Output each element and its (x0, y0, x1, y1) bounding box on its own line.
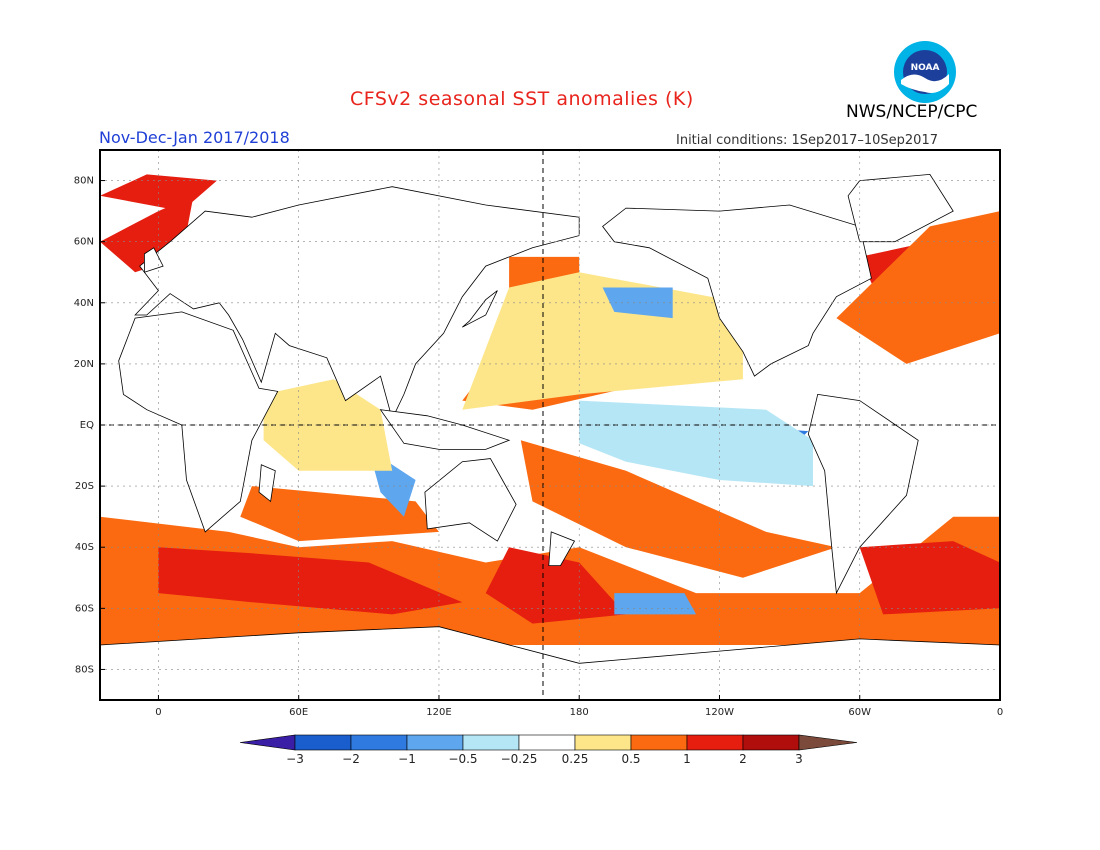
land-mass (548, 531, 576, 566)
land-mass (462, 290, 498, 328)
lat-tick-label: 60N (74, 237, 94, 248)
colorbar-segment (350, 734, 408, 751)
land-mass (602, 204, 872, 377)
land-mass (847, 173, 954, 243)
colorbar-label: 0.25 (562, 752, 589, 766)
chart-title: CFSv2 seasonal SST anomalies (K) (350, 88, 694, 110)
colorbar-segment (574, 734, 632, 751)
colorbar-label: −0.25 (501, 752, 538, 766)
colorbar-segment (518, 734, 576, 751)
colorbar-label: −1 (398, 752, 416, 766)
colorbar-label: 0.5 (621, 752, 640, 766)
colorbar-segment (630, 734, 688, 751)
anomaly-patch (520, 440, 837, 578)
forecast-period: Nov-Dec-Jan 2017/2018 (99, 128, 290, 147)
lat-tick-label: 20S (75, 481, 94, 492)
colorbar-label: −3 (286, 752, 304, 766)
anomaly-patch (614, 593, 697, 615)
colorbar-label: −2 (342, 752, 360, 766)
lon-tick-label: 180 (570, 707, 589, 718)
colorbar-low-arrow (239, 734, 296, 751)
anomaly-patch (158, 547, 463, 615)
anomaly-patch (462, 272, 743, 410)
colorbar-label: 2 (739, 752, 747, 766)
lon-tick-label: 0 (997, 707, 1003, 718)
colorbar-label: −0.5 (448, 752, 477, 766)
agency-label: NWS/NCEP/CPC (846, 102, 978, 122)
anomaly-patch (602, 287, 673, 319)
lon-tick-label: 60W (848, 707, 871, 718)
anomaly-patch (579, 400, 813, 487)
lat-tick-label: 40N (74, 298, 94, 309)
noaa-logo: NOAA (894, 41, 956, 103)
colorbar-segment (686, 734, 744, 751)
land-mass (144, 247, 164, 273)
land-mass (424, 458, 517, 542)
lat-tick-label: EQ (80, 420, 94, 431)
lon-tick-label: 0 (155, 707, 161, 718)
lon-tick-label: 120E (426, 707, 451, 718)
initial-conditions: Initial conditions: 1Sep2017–10Sep2017 (676, 133, 938, 148)
lat-tick-label: 20N (74, 359, 94, 370)
colorbar-segment (462, 734, 520, 751)
land-mass (379, 409, 511, 450)
land-mass (100, 626, 1000, 700)
lat-tick-label: 80S (75, 664, 94, 675)
colorbar-segment (294, 734, 352, 751)
anomaly-patch (859, 541, 1000, 615)
colorbar: −3 −2 −1 −0.5 −0.25 0.25 0.5 1 2 3 (239, 734, 858, 766)
lat-tick-label: 40S (75, 542, 94, 553)
lon-tick-label: 60E (289, 707, 308, 718)
colorbar-label: 1 (683, 752, 691, 766)
lat-tick-label: 60S (75, 603, 94, 614)
lat-tick-label: 80N (74, 176, 94, 187)
colorbar-segment (406, 734, 464, 751)
svg-text:NOAA: NOAA (911, 63, 940, 73)
colorbar-segment (742, 734, 800, 751)
anomaly-patch (485, 547, 626, 624)
land-mass (807, 393, 919, 595)
land-mass (258, 464, 276, 503)
colorbar-label: 3 (795, 752, 803, 766)
lon-tick-label: 120W (705, 707, 734, 718)
anomaly-patch (836, 211, 1000, 364)
colorbar-high-arrow (798, 734, 858, 751)
